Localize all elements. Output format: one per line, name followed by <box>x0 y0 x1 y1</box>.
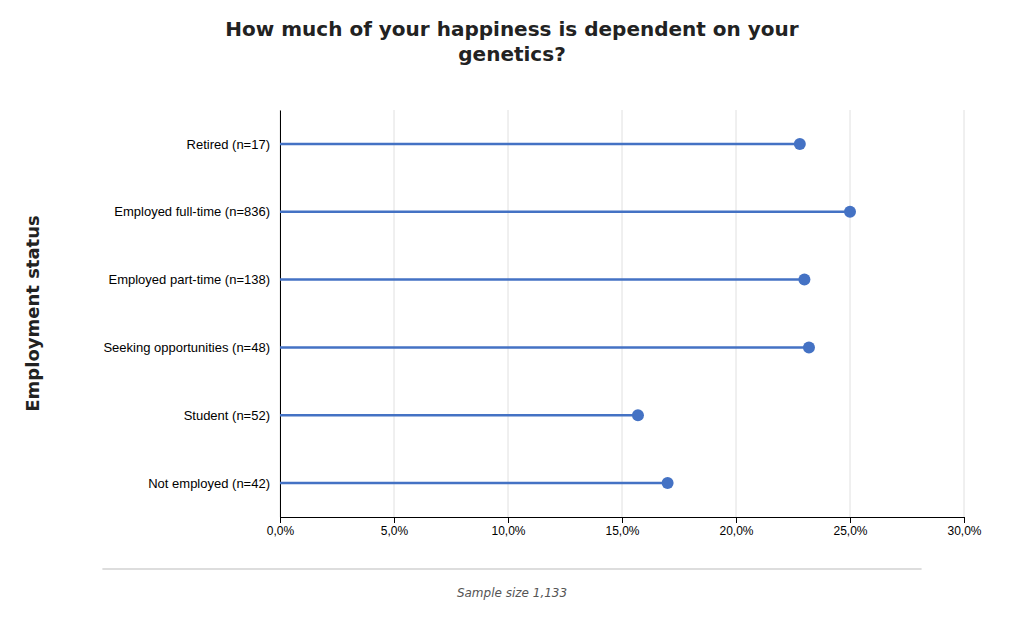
tick: 0,0% <box>267 517 295 538</box>
tick-mark <box>280 517 281 523</box>
tick: 30,0% <box>947 517 981 538</box>
title: How much of your happiness is dependent … <box>225 17 798 66</box>
tick-label: Student (n=52) <box>184 408 270 423</box>
tick-label: 5,0% <box>381 524 409 538</box>
grid-line <box>280 110 281 517</box>
tick: 20,0% <box>719 517 753 538</box>
tick-mark <box>964 517 965 523</box>
tick-label: 25,0% <box>833 524 867 538</box>
y-axis: Not employed (n=42) Student (n=52) Seeking… <box>103 111 280 518</box>
axis-line <box>281 518 965 524</box>
stem <box>280 482 668 485</box>
tick-mark <box>736 517 737 523</box>
tick: 5,0% <box>381 517 409 538</box>
grid <box>280 110 964 517</box>
separator <box>102 569 921 570</box>
marks <box>280 138 856 489</box>
stem <box>280 278 804 281</box>
tick-mark <box>394 517 395 523</box>
tick-mark <box>850 517 851 523</box>
tick: Student (n=52) <box>184 408 280 423</box>
dot <box>632 409 644 421</box>
grid-line <box>964 110 965 517</box>
title-line: genetics? <box>458 42 565 66</box>
grid-line <box>736 110 737 517</box>
tick: 15,0% <box>605 517 639 538</box>
tick: 25,0% <box>833 517 867 538</box>
stem <box>280 211 850 214</box>
tick-label: Employed part-time (n=138) <box>109 272 271 287</box>
tick-label: 20,0% <box>719 524 753 538</box>
stem <box>280 414 638 417</box>
tick-label: 30,0% <box>947 524 981 538</box>
title-line: How much of your happiness is dependent … <box>225 17 798 41</box>
plot-area: 0,0% 5,0% 10,0% 15,0% 20,0% 25,0% 30,0% Not emp… <box>103 110 981 538</box>
chart: How much of your happiness is dependent … <box>0 0 1024 617</box>
dot <box>803 341 815 353</box>
grid-line <box>394 110 395 517</box>
axis-line <box>280 111 281 518</box>
x-axis: 0,0% 5,0% 10,0% 15,0% 20,0% 25,0% 30,0% <box>267 517 982 538</box>
tick-label: Retired (n=17) <box>187 137 270 152</box>
tick-label: 0,0% <box>267 524 295 538</box>
tick-label: Employed full-time (n=836) <box>114 204 270 219</box>
grid-line <box>622 110 623 517</box>
tick-mark <box>622 517 623 523</box>
stem <box>280 143 800 146</box>
tick: Not employed (n=42) <box>148 476 280 491</box>
tick: 10,0% <box>491 517 525 538</box>
dot <box>794 138 806 150</box>
dot <box>798 274 810 286</box>
tick-label: 10,0% <box>491 524 525 538</box>
grid-line <box>508 110 509 517</box>
tick: Seeking opportunities (n=48) <box>103 340 280 355</box>
annotation: Sample size 1,133 <box>457 586 567 600</box>
stem <box>280 346 809 349</box>
tick-label: Seeking opportunities (n=48) <box>103 340 270 355</box>
tick: Employed part-time (n=138) <box>109 272 281 287</box>
dot <box>662 477 674 489</box>
tick-label: 15,0% <box>605 524 639 538</box>
y-axis-title: Employment status <box>22 215 43 411</box>
tick: Retired (n=17) <box>187 137 280 152</box>
tick: Employed full-time (n=836) <box>114 204 280 219</box>
tick-label: Not employed (n=42) <box>148 476 270 491</box>
tick-mark <box>508 517 509 523</box>
grid-line <box>850 110 851 517</box>
dot <box>844 206 856 218</box>
